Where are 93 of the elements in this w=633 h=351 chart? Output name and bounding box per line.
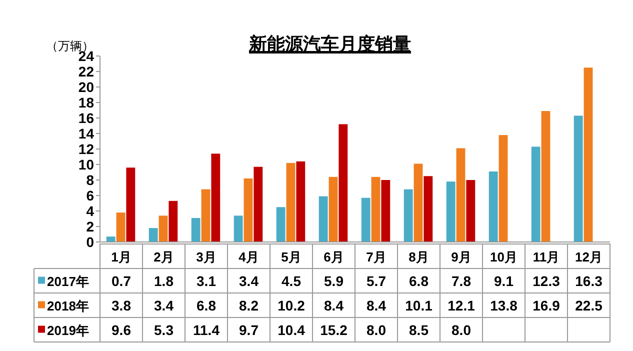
y-tick-label: 20 (78, 79, 94, 95)
data-label: 9.6 (112, 322, 132, 338)
bar (201, 189, 210, 242)
y-tick-label: 6 (86, 188, 94, 204)
x-tick-label: 5月 (281, 249, 302, 264)
x-tick-label: 9月 (451, 249, 472, 264)
x-tick-label: 12月 (575, 249, 602, 264)
bar (371, 176, 380, 242)
bar (234, 216, 243, 242)
data-label: 15.2 (320, 322, 348, 338)
data-label: 6.8 (409, 272, 429, 289)
y-tick-label: 18 (78, 94, 94, 110)
x-tick-label: 2月 (154, 249, 174, 264)
bar (328, 176, 338, 242)
data-label: 3.8 (112, 297, 132, 314)
bar (574, 116, 583, 242)
y-tick-label: 14 (78, 126, 94, 142)
data-label: 10.2 (278, 297, 306, 314)
data-label: 10.1 (405, 297, 433, 314)
x-tick-label: 7月 (366, 249, 386, 264)
bar (584, 68, 593, 242)
bar (404, 189, 413, 242)
bar (361, 198, 370, 242)
legend-label: 2018年 (47, 298, 89, 314)
y-tick-label: 0 (86, 234, 94, 250)
data-label: 8.5 (409, 322, 429, 338)
x-tick-label: 8月 (408, 249, 429, 264)
bar (456, 148, 466, 242)
y-tick-label: 10 (78, 156, 94, 172)
bar (116, 212, 126, 242)
bar (414, 164, 423, 242)
data-label: 8.4 (324, 297, 344, 314)
bar (296, 161, 306, 242)
data-label: 8.0 (366, 322, 386, 338)
data-label: 8.2 (239, 297, 259, 314)
y-tick-label: 22 (78, 64, 94, 80)
x-tick-label: 3月 (196, 249, 216, 264)
y-tick-label: 2 (86, 218, 94, 234)
legend-label: 2019年 (47, 322, 89, 338)
bar (338, 124, 348, 242)
data-label: 8.4 (366, 297, 386, 314)
x-tick-label: 11月 (532, 249, 560, 264)
bar (158, 216, 168, 242)
data-label: 11.4 (193, 322, 220, 338)
data-label: 5.3 (154, 322, 174, 338)
bar (498, 135, 508, 242)
data-label: 13.8 (490, 297, 518, 314)
bar (531, 146, 540, 242)
data-label: 3.1 (196, 272, 216, 289)
x-tick-label: 10月 (490, 249, 518, 264)
data-label: 16.9 (532, 297, 560, 314)
x-tick-label: 1月 (111, 249, 132, 264)
data-label: 5.9 (324, 272, 344, 289)
bar (191, 218, 200, 242)
bar (488, 171, 498, 242)
data-label: 4.5 (282, 272, 302, 289)
bar (286, 162, 296, 242)
data-label: 6.8 (196, 297, 216, 314)
data-label: 8.0 (452, 322, 472, 338)
data-label: 12.3 (532, 272, 560, 289)
bar (424, 176, 433, 242)
bar (244, 178, 253, 242)
bar (168, 200, 178, 242)
data-label: 5.7 (366, 272, 386, 289)
bar (126, 168, 136, 242)
data-label: 1.8 (154, 272, 174, 289)
bar (106, 236, 116, 242)
y-tick-label: 16 (78, 110, 94, 126)
data-label: 7.8 (452, 272, 472, 289)
data-label: 3.4 (239, 272, 259, 289)
bar (541, 111, 550, 242)
data-label: 10.4 (278, 322, 306, 338)
bar (254, 166, 263, 242)
y-tick-label: 8 (86, 172, 94, 188)
data-label: 12.1 (448, 297, 476, 314)
data-label: 0.7 (112, 272, 132, 289)
bar (466, 180, 476, 242)
x-tick-label: 4月 (238, 249, 259, 264)
y-tick-label: 12 (78, 141, 94, 157)
bar (211, 154, 220, 242)
bar (381, 180, 390, 242)
data-label: 9.1 (494, 272, 514, 289)
bar (276, 207, 286, 242)
legend-label: 2017年 (47, 274, 89, 289)
bar (446, 182, 456, 242)
x-tick-label: 6月 (324, 249, 344, 264)
data-label: 22.5 (575, 297, 603, 314)
y-tick-label: 4 (86, 203, 94, 219)
bar (318, 196, 328, 242)
bar (148, 228, 158, 242)
data-label: 16.3 (575, 272, 603, 289)
data-label: 3.4 (154, 297, 174, 314)
data-label: 9.7 (239, 322, 259, 338)
